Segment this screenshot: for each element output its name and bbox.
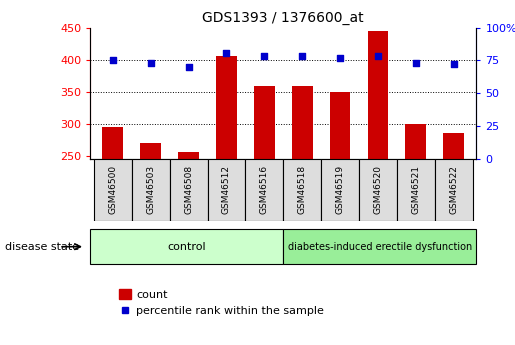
Title: GDS1393 / 1376600_at: GDS1393 / 1376600_at [202, 11, 364, 25]
Point [336, 55, 344, 60]
Bar [178, 152, 199, 159]
Bar [283, 229, 476, 264]
Point [374, 53, 382, 59]
Text: GSM46508: GSM46508 [184, 165, 193, 214]
Bar [132, 159, 169, 221]
Bar [292, 87, 313, 159]
Bar [283, 159, 321, 221]
Text: control: control [167, 242, 206, 252]
Text: GSM46521: GSM46521 [411, 165, 420, 214]
Bar [359, 159, 397, 221]
Bar [435, 159, 473, 221]
Text: disease state: disease state [5, 242, 79, 252]
Point [147, 60, 155, 66]
Bar [254, 87, 274, 159]
Bar [321, 159, 359, 221]
Text: GSM46520: GSM46520 [373, 165, 383, 214]
Point [298, 54, 306, 59]
Point [450, 61, 458, 67]
Bar [405, 124, 426, 159]
Point [109, 58, 117, 63]
Bar [140, 143, 161, 159]
Bar [90, 229, 283, 264]
Point [222, 50, 231, 56]
Bar [216, 56, 237, 159]
Bar [397, 159, 435, 221]
Bar [245, 159, 283, 221]
Text: GSM46518: GSM46518 [298, 165, 307, 214]
Bar [443, 133, 464, 159]
Text: GSM46503: GSM46503 [146, 165, 155, 214]
Bar [208, 159, 245, 221]
Point [260, 54, 268, 59]
Text: GSM46519: GSM46519 [336, 165, 345, 214]
Bar [368, 31, 388, 159]
Point [411, 60, 420, 66]
Legend: count, percentile rank within the sample: count, percentile rank within the sample [115, 285, 329, 321]
Point [184, 64, 193, 70]
Bar [330, 91, 351, 159]
Text: GSM46512: GSM46512 [222, 165, 231, 214]
Text: GSM46500: GSM46500 [108, 165, 117, 214]
Bar [94, 159, 132, 221]
Text: GSM46522: GSM46522 [449, 165, 458, 214]
Text: GSM46516: GSM46516 [260, 165, 269, 214]
Text: diabetes-induced erectile dysfunction: diabetes-induced erectile dysfunction [288, 242, 472, 252]
Bar [169, 159, 208, 221]
Bar [102, 127, 123, 159]
